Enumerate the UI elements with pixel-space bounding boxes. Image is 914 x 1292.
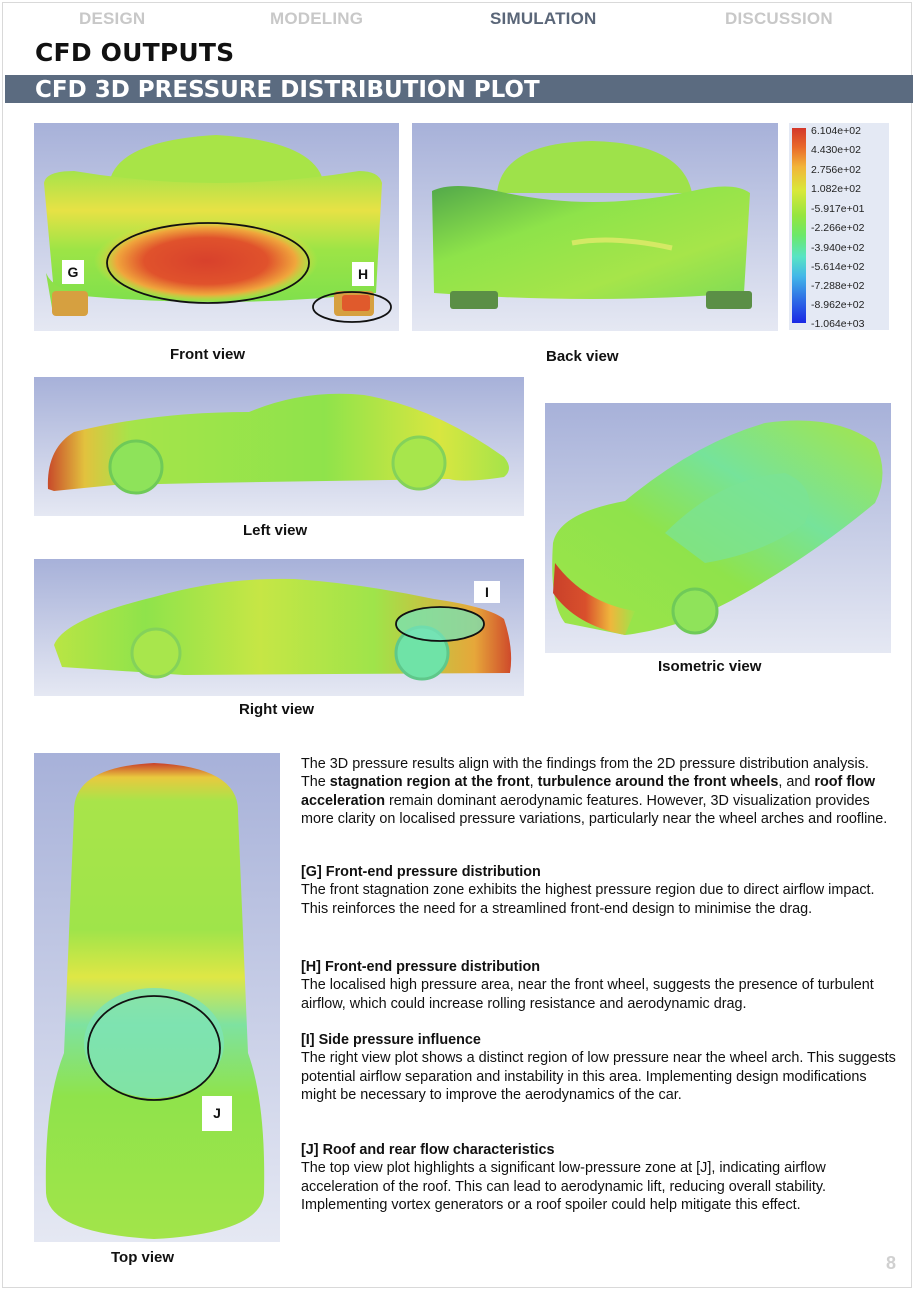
back-view-caption: Back view [546, 348, 619, 365]
isometric-view-render [552, 420, 883, 635]
front-view-caption: Front view [170, 346, 246, 363]
back-view-plot [412, 123, 778, 331]
colorbar-label: -5.917e+01 [811, 203, 865, 215]
finding-h: [H] Front-end pressure distribution The … [301, 958, 896, 1013]
intro-text: remain dominant aerodynamic features. Ho… [301, 792, 888, 827]
marker-j: J [202, 1096, 232, 1131]
intro-emphasis: turbulence around the front wheels [537, 774, 779, 791]
left-view-plot [34, 377, 524, 516]
intro-text: , and [778, 774, 815, 791]
top-view-plot: J [34, 753, 280, 1242]
intro-emphasis: stagnation region at the front [329, 774, 530, 791]
finding-j: [J] Roof and rear flow characteristics T… [301, 1141, 896, 1214]
marker-i: I [474, 581, 500, 603]
finding-i: [I] Side pressure influence The right vi… [301, 1031, 896, 1104]
colorbar-label: -5.614e+02 [811, 261, 865, 273]
front-view-plot: G H [34, 123, 399, 331]
colorbar-label: 4.430e+02 [811, 144, 861, 156]
finding-g: [G] Front-end pressure distribution The … [301, 863, 896, 918]
isometric-view-plot [545, 403, 891, 653]
finding-heading: [G] Front-end pressure distribution [301, 864, 541, 880]
nav-item-discussion[interactable]: DISCUSSION [725, 9, 833, 28]
colorbar-label: -2.266e+02 [811, 222, 865, 234]
right-view-caption: Right view [239, 701, 315, 718]
finding-heading: [H] Front-end pressure distribution [301, 959, 541, 975]
nav-item-modeling[interactable]: MODELING [270, 9, 364, 28]
banner-title: CFD 3D PRESSURE DISTRIBUTION PLOT [35, 77, 540, 103]
front-view-render [44, 135, 392, 323]
left-view-caption: Left view [243, 522, 308, 539]
finding-text: The front stagnation zone exhibits the h… [301, 882, 875, 917]
pressure-colorbar: 6.104e+02 4.430e+02 2.756e+02 1.082e+02 … [789, 123, 889, 330]
marker-h: H [352, 262, 374, 286]
colorbar-label: -7.288e+02 [811, 280, 865, 292]
finding-text: The top view plot highlights a significa… [301, 1160, 826, 1213]
left-view-render [47, 393, 509, 495]
nav-item-simulation[interactable]: SIMULATION [490, 9, 597, 28]
top-navigation: DESIGN MODELING SIMULATION DISCUSSION [0, 9, 914, 31]
marker-g: G [62, 260, 84, 284]
top-view-caption: Top view [111, 1249, 175, 1266]
intro-text: The 3D pressure results align with the f… [301, 756, 869, 791]
colorbar-label: 6.104e+02 [811, 125, 861, 137]
finding-heading: [J] Roof and rear flow characteristics [301, 1142, 555, 1158]
colorbar-label: 2.756e+02 [811, 164, 861, 176]
top-view-render [45, 763, 265, 1239]
back-view-render [432, 141, 752, 309]
section-banner: CFD 3D PRESSURE DISTRIBUTION PLOT [5, 75, 913, 103]
colorbar-label: -8.962e+02 [811, 299, 865, 311]
finding-heading: [I] Side pressure influence [301, 1032, 481, 1048]
intro-text: , [529, 774, 538, 791]
page-number: 8 [885, 1253, 896, 1273]
finding-text: The right view plot shows a distinct reg… [301, 1050, 896, 1103]
colorbar-label: 1.082e+02 [811, 183, 861, 195]
section-title: CFD OUTPUTS [35, 38, 235, 67]
isometric-view-caption: Isometric view [658, 658, 762, 675]
colorbar-label: -3.940e+02 [811, 242, 865, 254]
right-view-plot: I [34, 559, 524, 696]
intro-paragraph: The 3D pressure results align with the f… [301, 755, 896, 828]
right-view-render [54, 578, 512, 681]
colorbar-gradient [792, 128, 806, 323]
intro-emphasis: roof flow acceleration [301, 774, 876, 809]
colorbar-label: -1.064e+03 [811, 318, 865, 330]
finding-text: The localised high pressure area, near t… [301, 977, 874, 1012]
nav-item-design[interactable]: DESIGN [79, 9, 146, 28]
